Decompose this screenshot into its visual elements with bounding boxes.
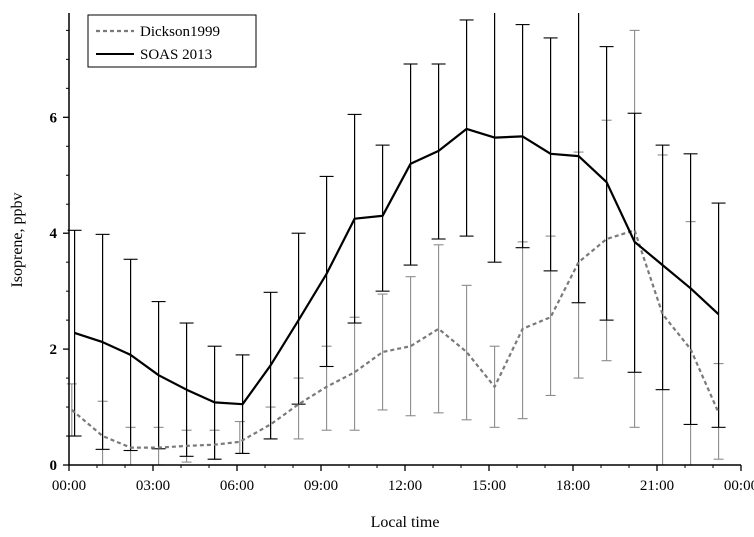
x-tick-label: 09:00 (304, 478, 338, 494)
series-lines-layer (71, 127, 720, 449)
x-tick-label: 21:00 (640, 478, 674, 494)
legend: Dickson1999 SOAS 2013 (87, 14, 257, 68)
x-tick-label: 03:00 (136, 478, 170, 494)
y-tick-label: 0 (50, 458, 58, 474)
y-tick-label: 2 (50, 342, 58, 358)
errorbars-layer (66, 13, 726, 466)
y-tick-label: 6 (50, 110, 58, 126)
x-tick-label: 06:00 (220, 478, 254, 494)
x-axis-label: Local time (371, 514, 440, 531)
series-line-soas-2013 (74, 127, 720, 406)
legend-label-dickson1999: Dickson1999 (140, 24, 220, 40)
y-tick-label: 4 (50, 226, 58, 242)
ticks-layer: 00:00 03:00 06:00 09:00 12:00 15:00 18:00 21:00… (50, 29, 754, 494)
x-tick-label: 00:00 (52, 478, 86, 494)
axes-layer (68, 13, 741, 466)
x-tick-label: 00:00 (724, 478, 754, 494)
y-axis-label: Isoprene, ppbv (9, 192, 26, 287)
series-line-dickson1999 (71, 229, 720, 449)
x-tick-label: 18:00 (556, 478, 590, 494)
x-tick-label: 12:00 (388, 478, 422, 494)
legend-box (87, 14, 257, 68)
legend-label-soas2013: SOAS 2013 (140, 47, 212, 63)
x-tick-label: 15:00 (472, 478, 506, 494)
